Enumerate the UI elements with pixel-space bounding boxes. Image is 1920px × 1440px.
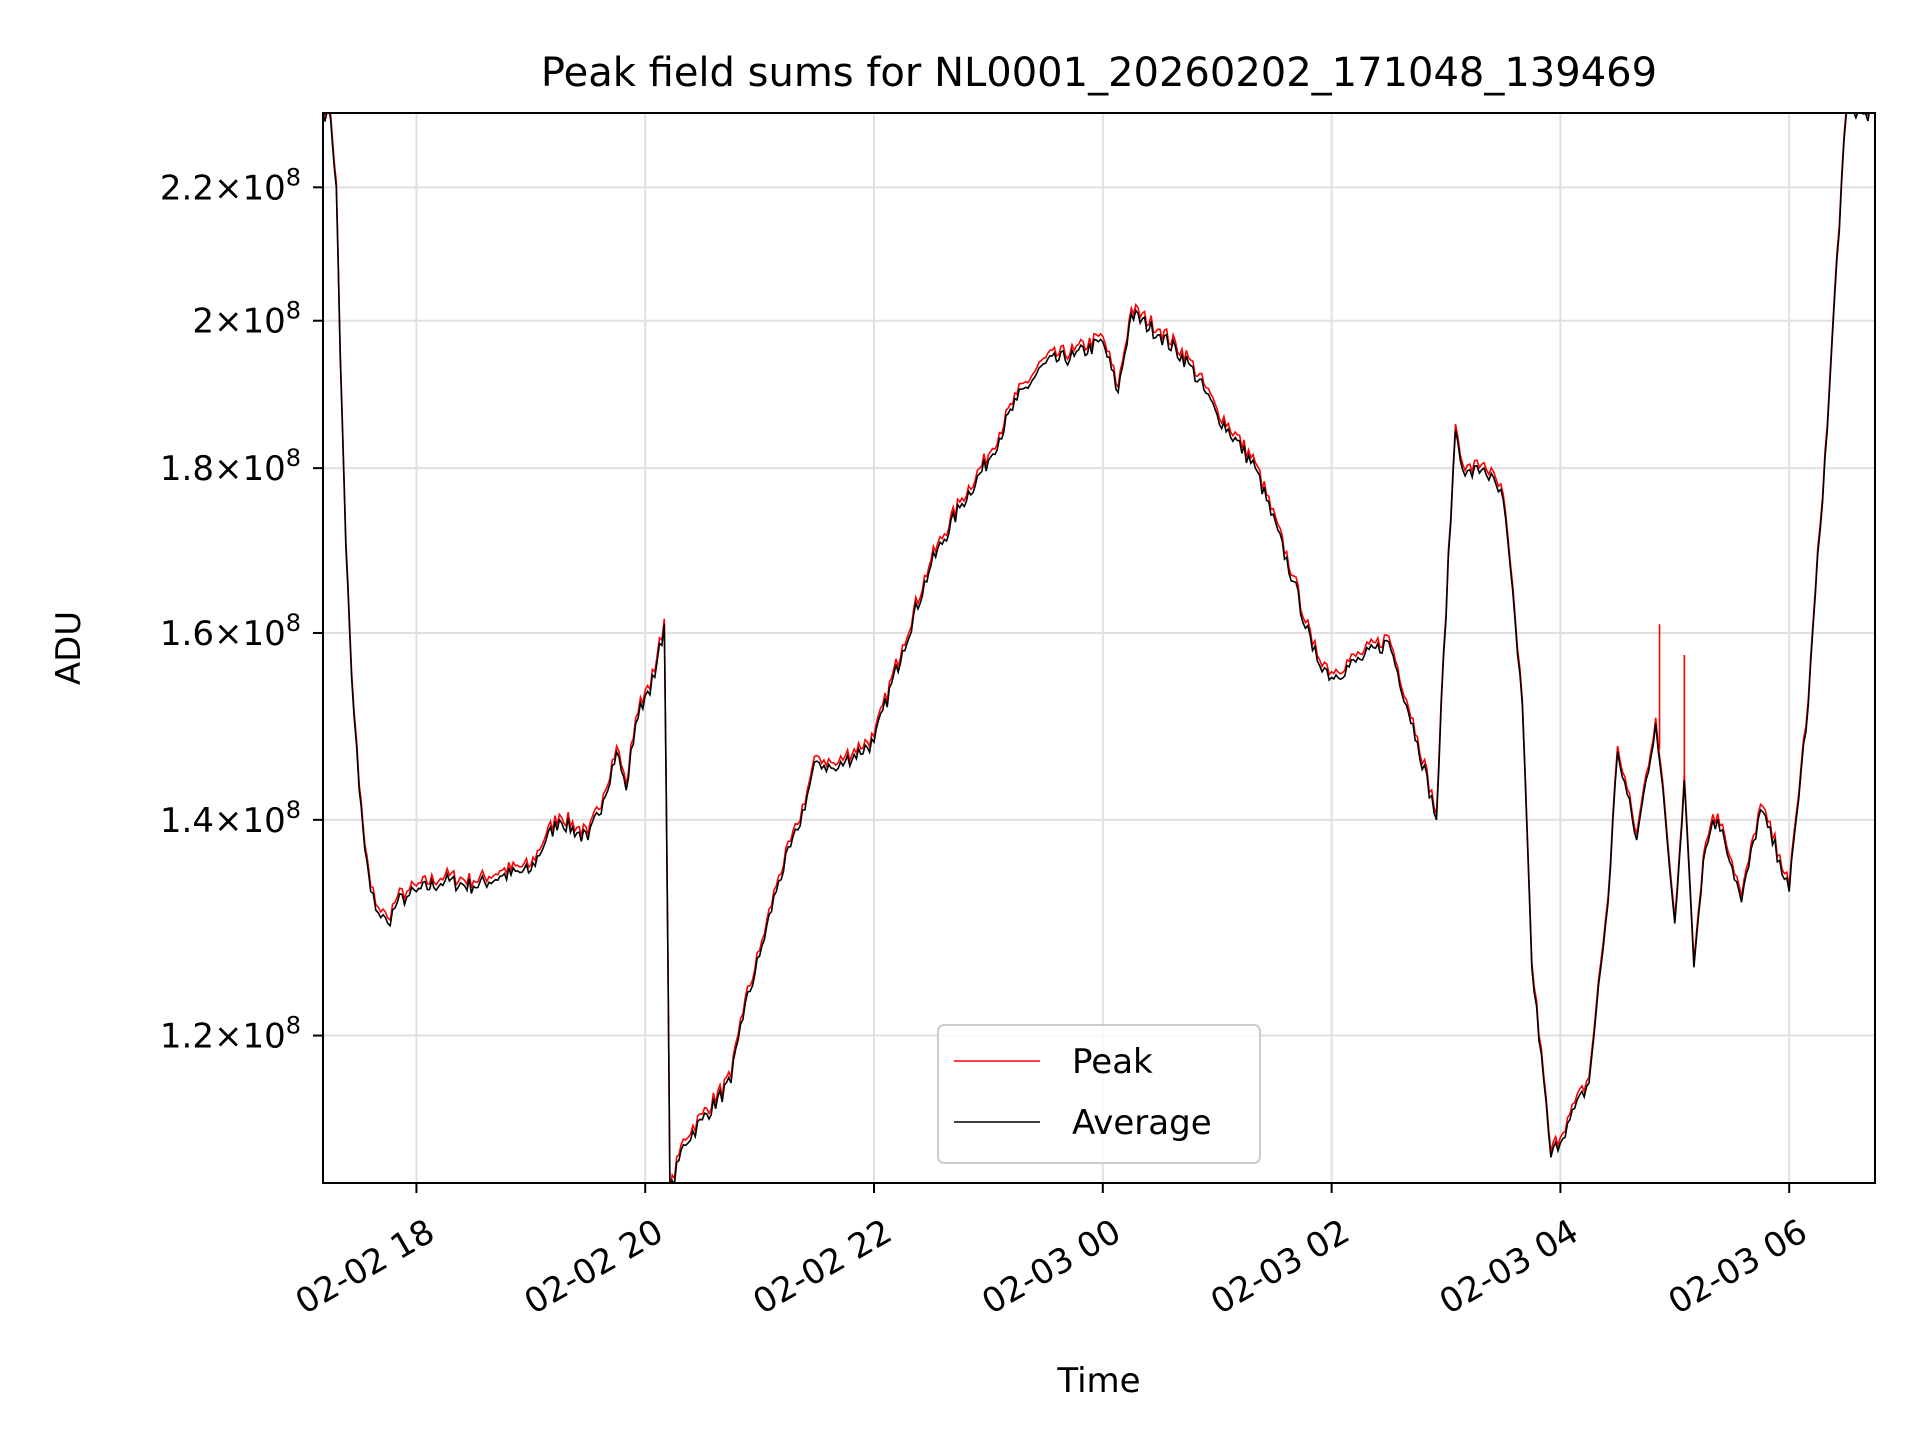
y-tick-times: × xyxy=(214,1017,243,1057)
y-tick-label: 2.2×108 xyxy=(160,163,301,208)
legend-box xyxy=(937,1024,1261,1164)
y-tick-base: 10 xyxy=(242,302,285,342)
legend: Peak Average xyxy=(937,1024,1261,1164)
y-tick-times: × xyxy=(214,801,243,841)
y-tick-times: × xyxy=(214,302,243,342)
y-tick-base: 10 xyxy=(242,1017,285,1057)
y-tick-label: 1.6×108 xyxy=(160,609,301,654)
y-tick-mantissa: 2.2 xyxy=(160,168,214,208)
y-tick-mantissa: 1.4 xyxy=(160,801,214,841)
y-tick-label: 1.2×108 xyxy=(160,1012,301,1057)
y-tick-times: × xyxy=(214,168,243,208)
y-tick-base: 10 xyxy=(242,801,285,841)
y-tick-label: 1.8×108 xyxy=(160,444,301,489)
y-tick-base: 10 xyxy=(242,614,285,654)
grid xyxy=(323,113,1875,1183)
y-tick-mantissa: 1.6 xyxy=(160,614,214,654)
series-layer xyxy=(323,113,1875,1183)
y-tick-label: 1.4×108 xyxy=(160,796,301,841)
y-tick-base: 10 xyxy=(242,449,285,489)
legend-label: Peak xyxy=(1072,1042,1153,1082)
y-tick-times: × xyxy=(214,614,243,654)
y-tick-mantissa: 1.2 xyxy=(160,1017,214,1057)
y-tick-base: 10 xyxy=(242,168,285,208)
y-axis-label: ADU xyxy=(49,611,89,685)
y-tick-label: 2×108 xyxy=(192,297,301,342)
x-axis-label: Time xyxy=(1056,1361,1140,1401)
y-tick-times: × xyxy=(214,449,243,489)
series-line-average xyxy=(323,113,1875,1183)
chart-title: Peak field sums for NL0001_20260202_1710… xyxy=(541,50,1657,96)
y-tick-exponent: 8 xyxy=(286,163,301,191)
y-tick-mantissa: 1.8 xyxy=(160,449,214,489)
y-tick-exponent: 8 xyxy=(286,444,301,472)
y-tick-exponent: 8 xyxy=(286,796,301,824)
y-tick-exponent: 8 xyxy=(286,297,301,325)
plot-frame xyxy=(322,112,1876,1184)
y-tick-mantissa: 2 xyxy=(192,302,214,342)
y-tick-exponent: 8 xyxy=(286,609,301,637)
legend-label: Average xyxy=(1072,1103,1212,1143)
y-tick-exponent: 8 xyxy=(286,1012,301,1040)
